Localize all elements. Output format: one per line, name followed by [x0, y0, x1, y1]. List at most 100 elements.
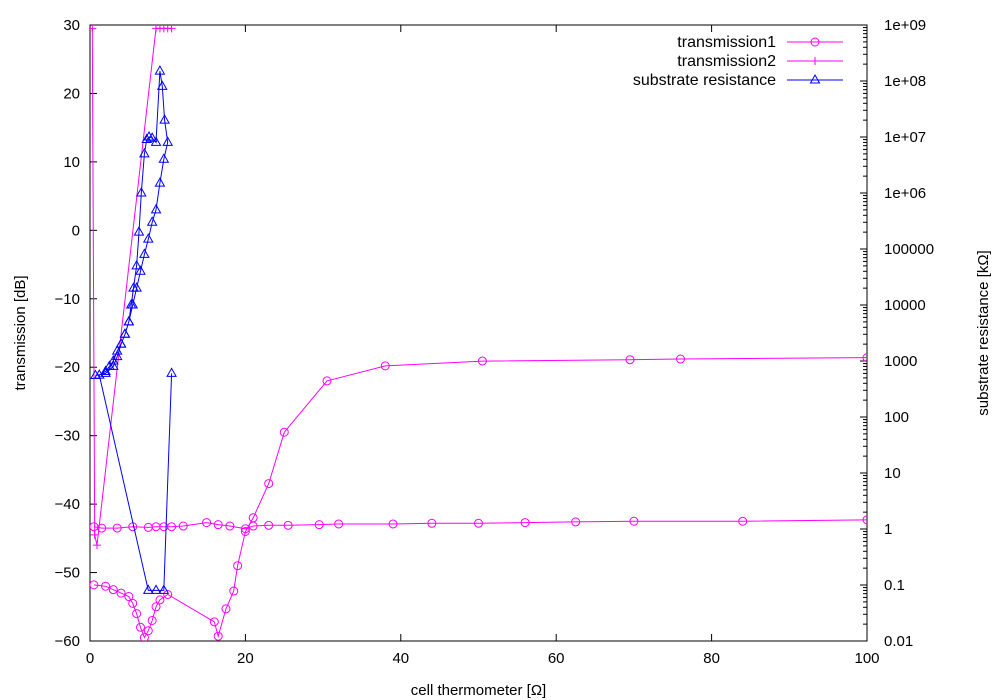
series-point — [477, 356, 487, 366]
series-point — [136, 622, 146, 632]
series-point — [264, 479, 274, 489]
series-point — [128, 598, 138, 608]
y-tick-label: 0 — [72, 222, 80, 239]
series-point — [154, 177, 166, 187]
series-point — [90, 580, 99, 590]
series-point — [862, 515, 867, 525]
series-1 — [90, 353, 867, 641]
series-point — [100, 367, 111, 377]
y2-tick-label: 10000 — [884, 297, 926, 314]
series-point — [90, 25, 97, 33]
series-point — [101, 581, 111, 591]
series-point — [150, 584, 162, 594]
series-point — [124, 592, 134, 602]
series-point — [625, 355, 635, 365]
series-point — [155, 595, 165, 605]
series-point — [156, 80, 168, 90]
series-point — [135, 265, 146, 275]
series-point — [151, 602, 161, 612]
y2-tick-label: 100 — [884, 409, 909, 426]
y2-axis-label: substrate resistance [kΩ] — [975, 250, 992, 415]
series-point — [100, 365, 111, 375]
series-point — [131, 259, 142, 270]
series-point — [119, 328, 131, 338]
series-point — [154, 65, 166, 75]
x-axis-label: cell thermometer [Ω] — [411, 682, 546, 699]
series-point — [209, 617, 219, 627]
series-point — [334, 519, 344, 529]
series-point — [283, 520, 293, 530]
series-point — [380, 361, 390, 371]
series-point — [159, 114, 170, 124]
series-point — [150, 136, 162, 146]
legend-label: substrate resistance — [633, 72, 776, 89]
x-tick-label: 60 — [548, 650, 565, 667]
series-point — [571, 517, 581, 527]
series-point — [240, 526, 250, 536]
series-point — [213, 631, 223, 641]
y2-tick-label: 1e+07 — [884, 129, 926, 146]
series-point — [225, 521, 235, 531]
series-point — [90, 530, 99, 539]
x-tick-label: 20 — [237, 650, 254, 667]
y-axis-label: transmission [dB] — [12, 275, 29, 390]
series-point — [221, 604, 231, 614]
y2-tick-label: 0.01 — [884, 633, 913, 650]
series-point — [162, 136, 174, 146]
series-point — [112, 523, 122, 533]
series-point — [147, 615, 157, 625]
y2-tick-label: 1e+09 — [884, 17, 926, 34]
series-point — [248, 513, 258, 523]
series-point — [427, 518, 437, 528]
series-point — [111, 345, 123, 355]
series-point — [167, 25, 176, 33]
series-point — [142, 584, 154, 594]
series-point — [111, 350, 123, 361]
series-point — [158, 584, 170, 594]
x-tick-label: 100 — [854, 650, 879, 667]
series-line — [93, 357, 867, 639]
series-point — [629, 516, 639, 526]
series-point — [264, 520, 274, 530]
y2-tick-label: 1000 — [884, 353, 917, 370]
series-point — [520, 518, 530, 528]
y-tick-label: 30 — [63, 17, 80, 34]
series-point — [139, 633, 149, 641]
series-3 — [90, 65, 177, 594]
axis-ticks: 0 20 40 60 80 100 −60 −50 −40 −30 −20 −10 0 10 20 30 0.0… — [55, 17, 935, 667]
series-point — [314, 520, 324, 530]
series-point — [202, 518, 212, 528]
series-point — [131, 282, 142, 292]
y-tick-label: 10 — [63, 154, 80, 171]
series-point — [388, 519, 398, 529]
series-point — [810, 37, 820, 47]
series-point — [233, 561, 243, 571]
series-point — [133, 226, 145, 236]
series-point — [676, 354, 686, 364]
series-point — [108, 585, 118, 595]
series-point — [127, 298, 139, 309]
y2-tick-label: 1e+08 — [884, 73, 926, 90]
series-point — [474, 518, 483, 528]
y2-tick-label: 10 — [884, 465, 901, 482]
series-point — [143, 130, 155, 141]
legend: transmission1 transmission2 substrate resi… — [633, 34, 843, 89]
series-point — [809, 73, 821, 84]
series-point — [107, 354, 119, 365]
legend-label: transmission1 — [677, 34, 776, 51]
y2-tick-label: 1 — [884, 521, 892, 538]
x-tick-label: 40 — [392, 650, 409, 667]
series-point — [97, 523, 107, 533]
series-point — [279, 427, 289, 437]
series-point — [229, 586, 239, 596]
series-point — [143, 626, 153, 636]
series-point — [163, 589, 173, 599]
series-point — [811, 57, 819, 65]
series-point — [142, 233, 154, 243]
series-point — [104, 360, 115, 370]
series-0 — [90, 515, 867, 534]
series-line — [95, 71, 173, 591]
series-point — [92, 541, 101, 550]
legend-label: transmission2 — [677, 53, 776, 70]
